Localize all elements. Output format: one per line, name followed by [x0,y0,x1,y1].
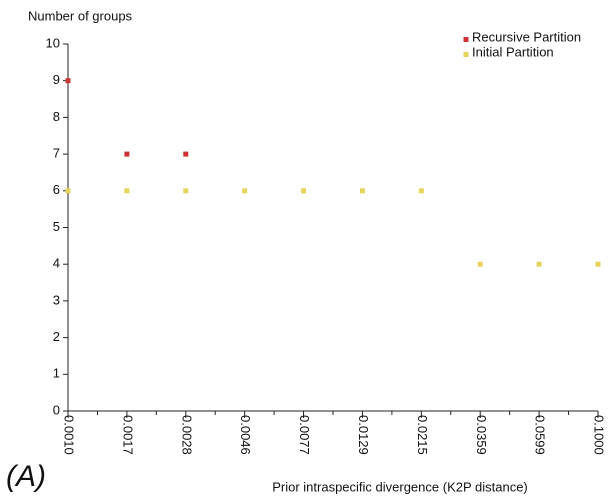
point [183,151,189,157]
x-tick-label: 0.0010 [62,415,77,455]
point [183,188,189,194]
y-tick-label: 2 [53,329,60,344]
y-axis-title: Number of groups [28,8,133,23]
y-tick-label: 0 [53,402,60,417]
legend-label: Initial Partition [472,44,554,59]
point [124,151,130,157]
point [65,78,71,84]
x-tick-label: 0.0077 [297,415,312,455]
x-tick-label: 0.0359 [474,415,489,455]
y-tick-label: 4 [53,256,60,271]
point [124,188,130,194]
x-tick-label: 0.1000 [592,415,607,455]
y-tick-label: 9 [53,72,60,87]
y-tick-label: 6 [53,182,60,197]
point [477,261,483,267]
legend-marker [463,37,469,42]
y-tick-label: 8 [53,109,60,124]
x-axis-title: Prior intraspecific divergence (K2P dist… [272,479,528,494]
point [418,188,424,194]
y-tick-label: 1 [53,366,60,381]
x-tick-label: 0.0017 [120,415,135,455]
y-tick-label: 3 [53,292,60,307]
point [595,261,601,267]
x-tick-label: 0.0028 [179,415,194,455]
point [359,188,365,194]
x-tick-label: 0.0129 [356,415,371,455]
x-tick-label: 0.0046 [238,415,253,455]
point [242,188,248,194]
x-tick-label: 0.0599 [533,415,548,455]
panel-label: (A) [6,460,46,493]
point [536,261,542,267]
legend-label: Recursive Partition [472,29,581,44]
point [301,188,307,194]
y-tick-label: 7 [53,146,60,161]
point [65,188,71,194]
x-tick-label: 0.0215 [415,415,430,455]
y-tick-label: 5 [53,219,60,234]
y-tick-label: 10 [46,35,60,50]
legend-marker [463,52,469,57]
